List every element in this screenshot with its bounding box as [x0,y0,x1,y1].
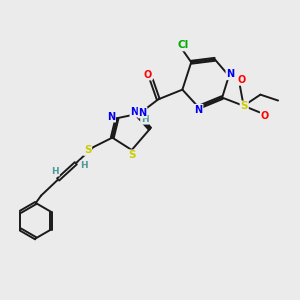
Text: H: H [80,161,88,170]
Text: H: H [141,115,148,124]
Text: S: S [241,101,248,111]
Text: N: N [226,69,234,79]
Text: S: S [84,145,91,155]
Text: O: O [237,75,245,85]
Text: S: S [128,150,136,160]
Text: O: O [144,70,152,80]
Text: N: N [130,107,139,117]
Text: O: O [261,111,269,121]
Text: N: N [139,108,147,118]
Text: N: N [194,105,202,115]
Text: H: H [51,167,59,176]
Text: N: N [107,112,115,122]
Text: Cl: Cl [177,40,189,50]
